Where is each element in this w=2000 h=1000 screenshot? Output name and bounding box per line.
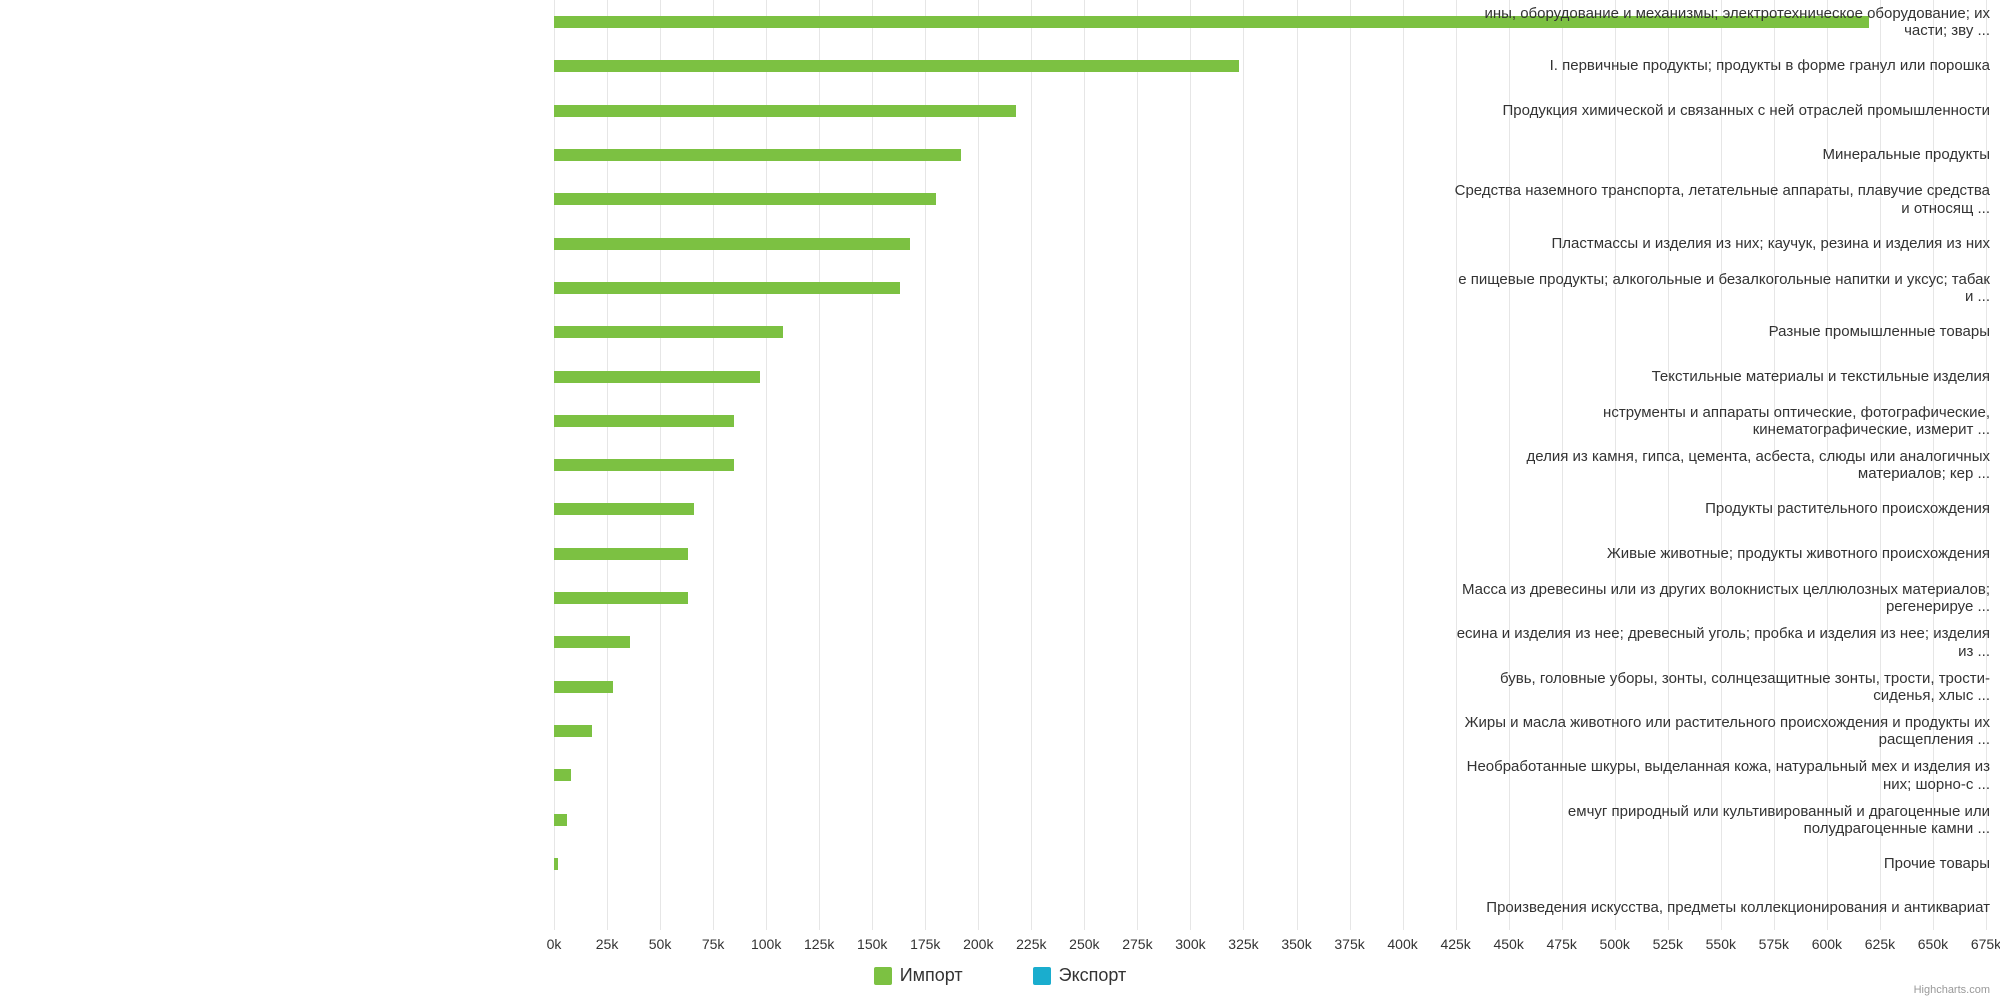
y-category-label: I. первичные продукты; продукты в форме … (1446, 57, 2000, 74)
y-category-label: Жиры и масла животного или растительного… (1446, 714, 2000, 749)
legend-item[interactable]: Импорт (874, 965, 963, 986)
y-category-label: Минеральные продукты (1446, 146, 2000, 163)
legend-swatch (874, 967, 892, 985)
x-tick-label: 375k (1334, 936, 1364, 952)
y-category-label: Масса из древесины или из других волокни… (1446, 581, 2000, 616)
credits-link[interactable]: Highcharts.com (1914, 984, 1990, 996)
y-category-label: делия из камня, гипса, цемента, асбеста,… (1446, 448, 2000, 483)
x-tick-label: 625k (1865, 936, 1895, 952)
x-tick-label: 50k (649, 936, 672, 952)
x-tick-label: 200k (963, 936, 993, 952)
bar-import[interactable] (554, 105, 1016, 117)
x-tick-label: 500k (1600, 936, 1630, 952)
x-tick-label: 450k (1493, 936, 1523, 952)
y-category-label: Необработанные шкуры, выделанная кожа, н… (1446, 758, 2000, 793)
bar-import[interactable] (554, 282, 900, 294)
bar-import[interactable] (554, 60, 1239, 72)
gridline (1031, 0, 1032, 930)
gridline (925, 0, 926, 930)
x-tick-label: 125k (804, 936, 834, 952)
legend-swatch (1033, 967, 1051, 985)
gridline (1137, 0, 1138, 930)
bar-import[interactable] (554, 415, 734, 427)
bar-import[interactable] (554, 769, 571, 781)
y-category-label: Продукты растительного происхождения (1446, 500, 2000, 517)
x-tick-label: 425k (1440, 936, 1470, 952)
gridline (978, 0, 979, 930)
y-category-label: Текстильные материалы и текстильные изде… (1446, 368, 2000, 385)
x-tick-label: 650k (1918, 936, 1948, 952)
gridline (819, 0, 820, 930)
y-category-label: Разные промышленные товары (1446, 323, 2000, 340)
y-category-label: Прочие товары (1446, 855, 2000, 872)
x-tick-label: 0k (547, 936, 562, 952)
x-tick-label: 325k (1228, 936, 1258, 952)
y-category-label: Пластмассы и изделия из них; каучук, рез… (1446, 235, 2000, 252)
gridline (1084, 0, 1085, 930)
gridline (872, 0, 873, 930)
bar-import[interactable] (554, 592, 688, 604)
y-category-label: ины, оборудование и механизмы; электроте… (1446, 5, 2000, 40)
bar-import[interactable] (554, 636, 630, 648)
gridline (1190, 0, 1191, 930)
bar-import[interactable] (554, 681, 613, 693)
gridline (1297, 0, 1298, 930)
bar-import[interactable] (554, 814, 567, 826)
y-category-label: е пищевые продукты; алкогольные и безалк… (1446, 271, 2000, 306)
bar-import[interactable] (554, 858, 558, 870)
x-tick-label: 475k (1547, 936, 1577, 952)
x-tick-label: 675k (1971, 936, 2000, 952)
bar-import[interactable] (554, 503, 694, 515)
x-tick-label: 100k (751, 936, 781, 952)
legend: Импорт Экспорт (0, 965, 2000, 986)
bar-import[interactable] (554, 326, 783, 338)
y-category-label: Средства наземного транспорта, летательн… (1446, 182, 2000, 217)
y-category-label: емчуг природный или культивированный и д… (1446, 803, 2000, 838)
x-tick-label: 150k (857, 936, 887, 952)
x-tick-label: 275k (1122, 936, 1152, 952)
y-category-label: есина и изделия из нее; древесный уголь;… (1446, 625, 2000, 660)
x-tick-label: 525k (1653, 936, 1683, 952)
legend-label: Экспорт (1059, 965, 1127, 986)
x-tick-label: 300k (1175, 936, 1205, 952)
x-tick-label: 75k (702, 936, 725, 952)
legend-label: Импорт (900, 965, 963, 986)
x-tick-label: 575k (1759, 936, 1789, 952)
bar-chart: ины, оборудование и механизмы; электроте… (0, 0, 2000, 1000)
x-tick-label: 25k (596, 936, 619, 952)
x-tick-label: 250k (1069, 936, 1099, 952)
x-tick-label: 600k (1812, 936, 1842, 952)
x-tick-label: 350k (1281, 936, 1311, 952)
x-tick-label: 550k (1706, 936, 1736, 952)
x-tick-label: 225k (1016, 936, 1046, 952)
gridline (766, 0, 767, 930)
bar-import[interactable] (554, 193, 936, 205)
bar-import[interactable] (554, 371, 760, 383)
gridline (1403, 0, 1404, 930)
bar-import[interactable] (554, 725, 592, 737)
y-category-label: нструменты и аппараты оптические, фотогр… (1446, 404, 2000, 439)
x-tick-label: 175k (910, 936, 940, 952)
y-category-label: Произведения искусства, предметы коллекц… (1446, 899, 2000, 916)
legend-item[interactable]: Экспорт (1033, 965, 1127, 986)
gridline (1243, 0, 1244, 930)
y-category-label: Живые животные; продукты животного проис… (1446, 545, 2000, 562)
bar-import[interactable] (554, 459, 734, 471)
bar-import[interactable] (554, 149, 961, 161)
y-category-label: бувь, головные уборы, зонты, солнцезащит… (1446, 670, 2000, 705)
bar-import[interactable] (554, 238, 910, 250)
y-category-label: Продукция химической и связанных с ней о… (1446, 102, 2000, 119)
gridline (1350, 0, 1351, 930)
bar-import[interactable] (554, 548, 688, 560)
x-tick-label: 400k (1387, 936, 1417, 952)
